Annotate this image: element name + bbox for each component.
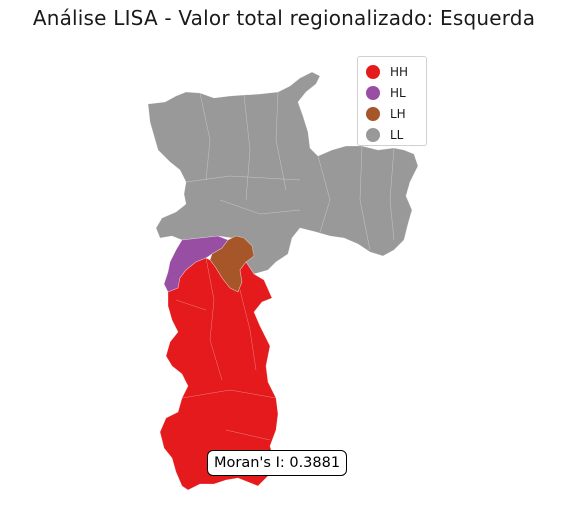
legend-marker-icon bbox=[366, 64, 380, 79]
legend-label: LL bbox=[390, 127, 404, 142]
district-boundary bbox=[389, 147, 395, 241]
district-boundary bbox=[225, 429, 271, 441]
district-boundary bbox=[219, 199, 301, 215]
morans-i-annotation: Moran's I: 0.3881 bbox=[207, 450, 348, 476]
legend-marker-icon bbox=[366, 85, 380, 100]
district-boundary bbox=[181, 389, 277, 399]
legend-label: LH bbox=[390, 106, 406, 121]
legend-label: HH bbox=[390, 64, 409, 79]
legend-label: HL bbox=[390, 85, 406, 100]
legend-item-hh: HH bbox=[366, 61, 426, 82]
district-boundary bbox=[205, 257, 223, 381]
district-boundary bbox=[185, 175, 301, 183]
legend-marker-icon bbox=[366, 127, 380, 142]
district-boundary bbox=[175, 299, 207, 311]
legend-item-ll: LL bbox=[366, 124, 426, 145]
legend-item-lh: LH bbox=[366, 103, 426, 124]
legend-marker-icon bbox=[366, 106, 380, 121]
district-boundary bbox=[239, 289, 257, 371]
region-ll bbox=[147, 71, 419, 275]
map-legend: HH HL LH LL bbox=[357, 56, 427, 146]
legend-item-hl: HL bbox=[366, 82, 426, 103]
district-boundary bbox=[199, 92, 211, 181]
map-title: Análise LISA - Valor total regionalizado… bbox=[32, 6, 536, 30]
region-hh bbox=[159, 257, 279, 491]
district-boundary bbox=[275, 91, 287, 191]
district-boundary bbox=[317, 155, 331, 233]
district-boundary bbox=[359, 145, 371, 251]
district-boundary bbox=[243, 94, 251, 201]
